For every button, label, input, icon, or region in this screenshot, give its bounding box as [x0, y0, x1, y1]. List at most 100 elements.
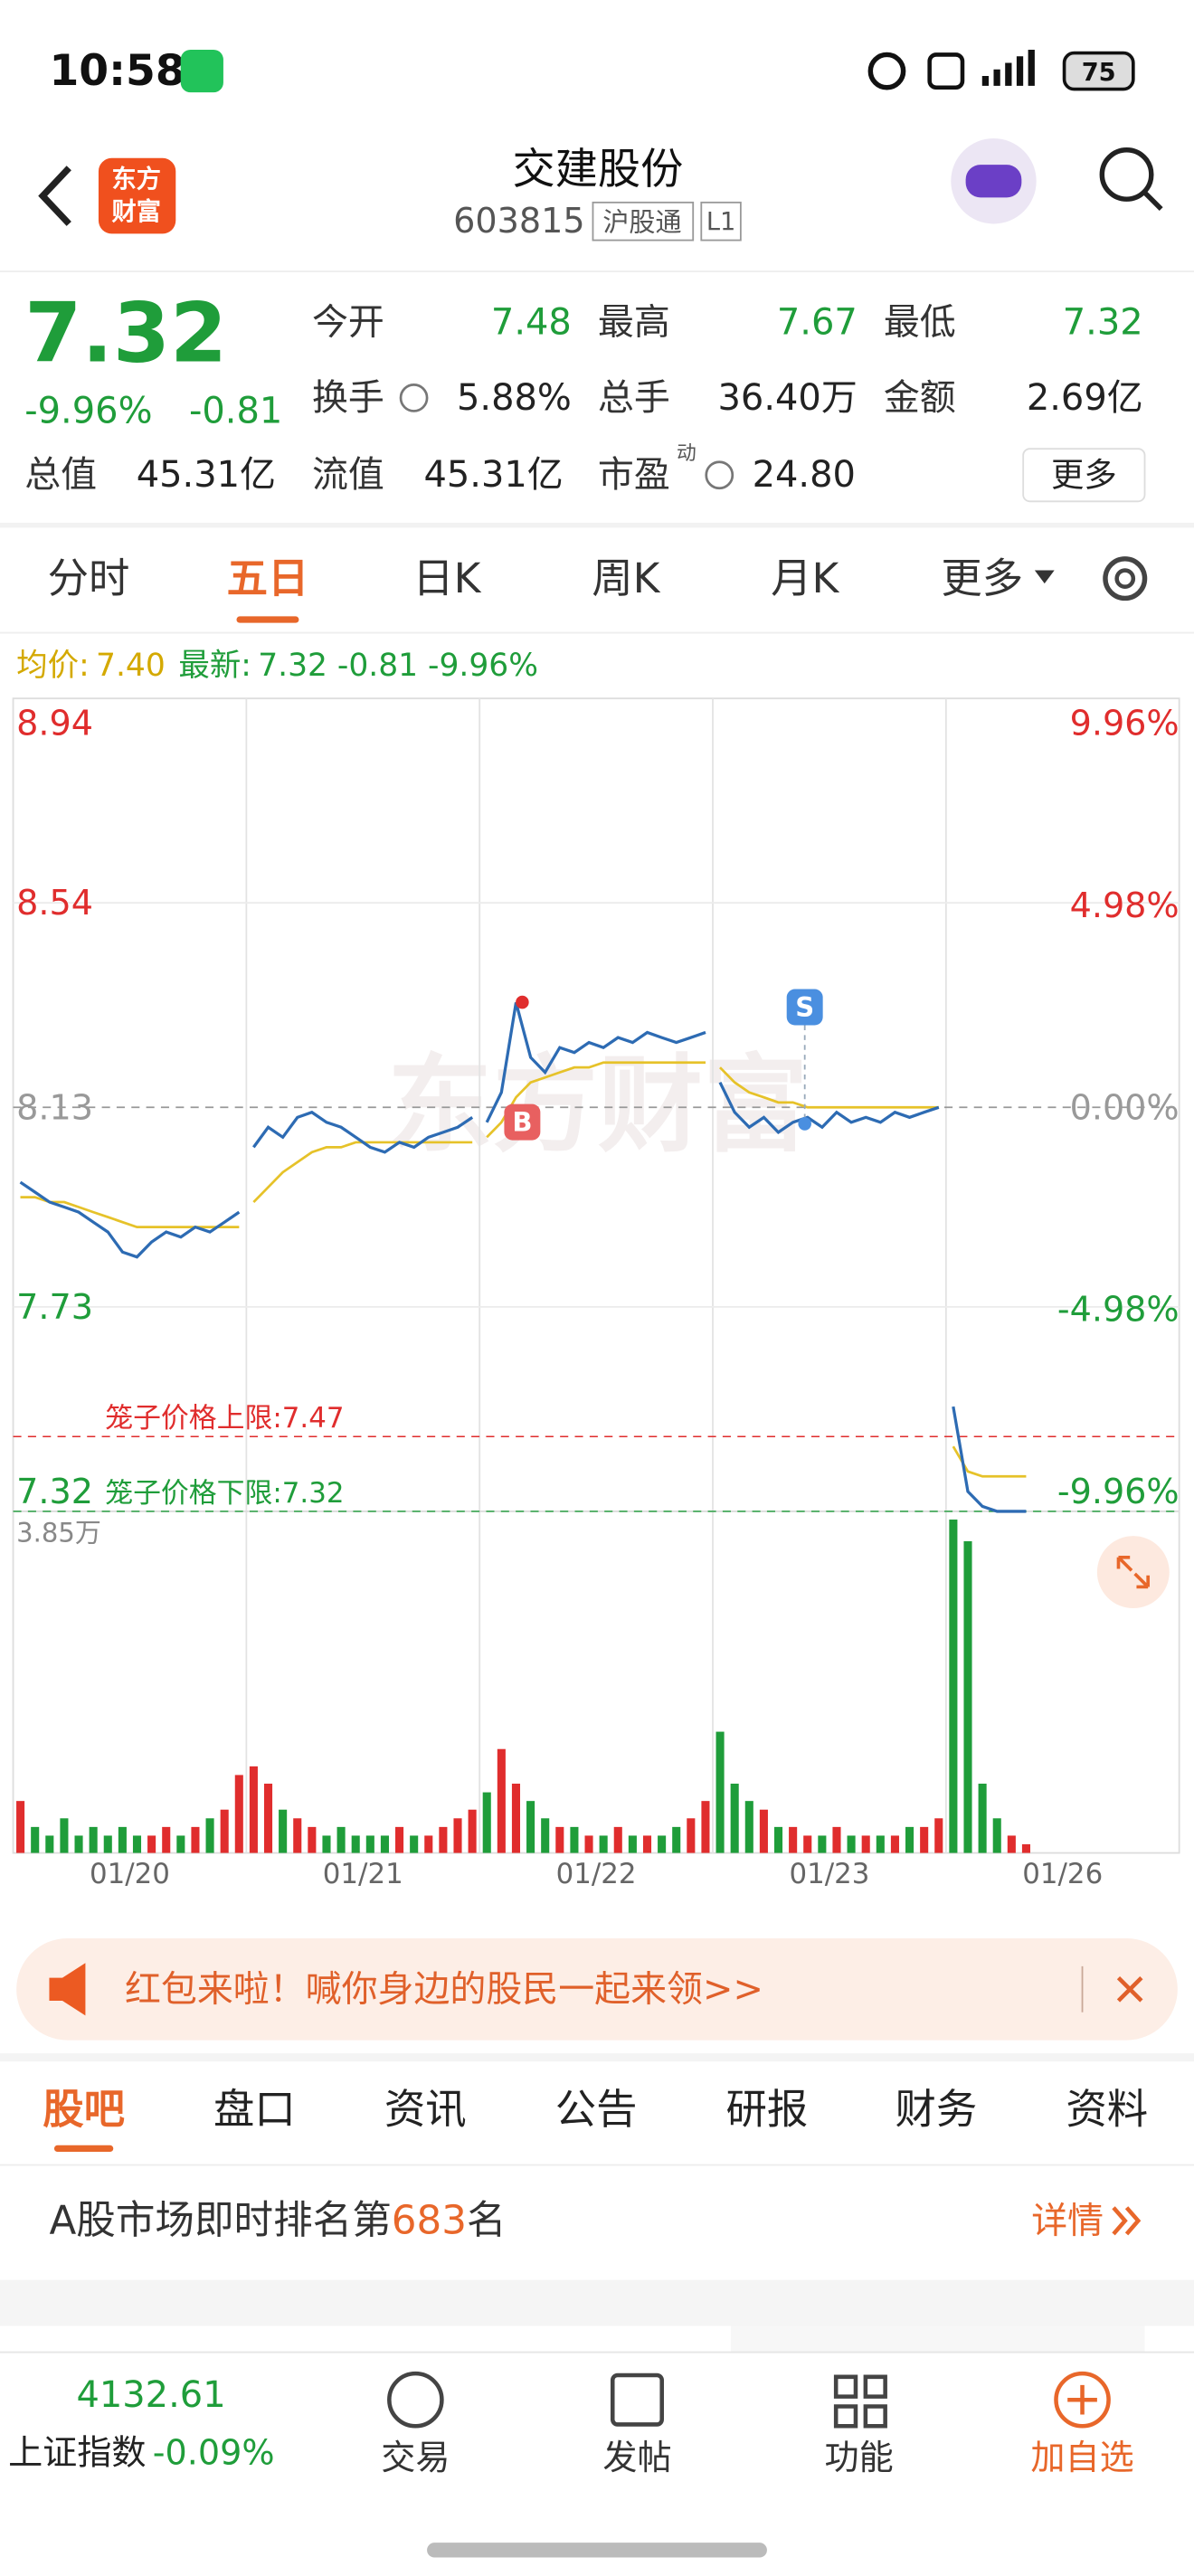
chart-tab[interactable]: 分时 [48, 554, 130, 602]
volume-bar [380, 1835, 389, 1853]
price-line [952, 1406, 1027, 1513]
volume-bar [395, 1826, 404, 1853]
index-value[interactable]: 4132.61 [76, 2374, 225, 2416]
avg-value: 7.40 [96, 648, 166, 684]
y-tick-label: 8.54 [16, 883, 93, 923]
info-icon [399, 384, 429, 412]
y-tick-label: 7.32 [16, 1472, 93, 1511]
x-tick-label: 01/26 [1022, 1858, 1103, 1890]
volume-bar [249, 1766, 258, 1853]
banner[interactable] [16, 1938, 1178, 2041]
card-edge [730, 2325, 1145, 2353]
search-button[interactable] [1099, 147, 1154, 202]
bottom-item[interactable]: 交易 [381, 2438, 450, 2477]
volume-bar [482, 1792, 491, 1853]
chart-tab[interactable]: 更多 [941, 554, 1023, 602]
field-value: 2.69亿 [1027, 377, 1143, 419]
section-tab[interactable]: 财务 [896, 2085, 978, 2133]
index-line[interactable]: 上证指数 -0.09% [8, 2432, 275, 2472]
field-value: 5.88% [457, 377, 572, 419]
section-tab[interactable]: 资讯 [384, 2085, 467, 2133]
volume-bar [628, 1835, 637, 1853]
chart-tabs: 分时 五日 日K 周K 月K 更多 [48, 554, 1023, 623]
price-line [485, 1002, 706, 1123]
last-change-pct: -9.96% [428, 648, 538, 684]
bottom-item[interactable]: 加自选 [1030, 2438, 1133, 2477]
field-label: 流值 [312, 454, 384, 496]
section-tab[interactable]: 盘口 [213, 2085, 296, 2133]
volume-bar [511, 1784, 521, 1853]
search-handle [1142, 191, 1163, 212]
volume-bar [118, 1826, 127, 1853]
chart-tab[interactable]: 周K [592, 554, 660, 602]
volume-bar [599, 1835, 608, 1853]
volume-bar [263, 1784, 273, 1853]
bottom-item[interactable]: 功能 [824, 2438, 893, 2477]
volume-bar [920, 1826, 929, 1853]
volume-bar [336, 1826, 346, 1853]
change: -0.81 [189, 390, 282, 431]
volume-bar [1021, 1844, 1030, 1853]
volume-bar [1007, 1835, 1016, 1853]
section-tab[interactable]: 公告 [555, 2085, 638, 2133]
volume-bar [205, 1818, 214, 1853]
avg-line [486, 1061, 706, 1139]
section-tab[interactable]: 股吧 [43, 2085, 125, 2133]
settings-button[interactable] [1103, 556, 1148, 601]
volume-bar [715, 1731, 725, 1853]
volume-bar [234, 1775, 243, 1853]
divider [0, 522, 1194, 528]
bottom-items: 交易 发帖 功能 加自选 [381, 2438, 1133, 2477]
close-banner[interactable] [1116, 1975, 1143, 2003]
chart-tab[interactable]: 日K [412, 554, 481, 602]
volume-bar [220, 1809, 229, 1853]
chart-tab[interactable]: 月K [771, 554, 839, 602]
price-limit-label: 笼子价格下限:7.32 [105, 1477, 344, 1510]
buy-marker-label: B [512, 1107, 532, 1138]
volume-bar [861, 1835, 870, 1853]
alarm-icon [867, 52, 906, 90]
avatar-face [965, 165, 1022, 198]
price-limit-label: 笼子价格上限:7.47 [105, 1402, 344, 1435]
gap [0, 2279, 1194, 2326]
logo-text: 东方 [111, 165, 160, 194]
logo-text: 财富 [111, 197, 160, 226]
price-line [19, 1180, 241, 1259]
volume-bar [584, 1835, 593, 1853]
bottom-bar [0, 2352, 1194, 2576]
volume-bar [803, 1835, 812, 1853]
volume-bar [103, 1835, 112, 1853]
section-tab[interactable]: 研报 [726, 2085, 809, 2133]
volume-bar [992, 1818, 1001, 1853]
field-label: 总手 [598, 377, 670, 419]
x-tick-label: 01/21 [323, 1858, 403, 1890]
active-underline [53, 2145, 114, 2153]
section-tab[interactable]: 资料 [1066, 2085, 1148, 2133]
quote-fields: 今开 7.48 最高 7.67 最低 7.32 换手 5.88% 总手 36.40万 金额 2.69亿… [24, 301, 1142, 496]
battery-level: 75 [1082, 59, 1116, 87]
volume-bar [526, 1801, 535, 1853]
volume-bar [191, 1826, 200, 1853]
limit-name: 笼子价格下限: [105, 1477, 282, 1510]
more-button[interactable] [1022, 448, 1146, 503]
back-button[interactable] [38, 166, 71, 226]
chart-tab[interactable]: 五日 [227, 554, 309, 602]
limit-value: 7.47 [282, 1402, 345, 1435]
app-logo [98, 157, 176, 234]
bottom-item[interactable]: 发帖 [602, 2438, 671, 2477]
plot-frame [12, 697, 1180, 1854]
last-change: -0.81 [337, 648, 418, 684]
sell-marker [786, 989, 823, 1026]
field-value: 7.32 [1063, 301, 1143, 343]
limit-value: 7.32 [282, 1477, 345, 1510]
x-tick-label: 01/22 [556, 1858, 637, 1890]
field-value: 7.48 [491, 301, 572, 343]
trade-icon [387, 2371, 444, 2429]
details-link[interactable]: 详情 [1031, 2200, 1104, 2241]
volume-bar [949, 1520, 958, 1853]
y2-tick-label: -4.98% [1057, 1290, 1180, 1330]
home-indicator [427, 2543, 767, 2558]
volume-bar [89, 1826, 98, 1853]
expand-button[interactable] [1096, 1536, 1170, 1609]
